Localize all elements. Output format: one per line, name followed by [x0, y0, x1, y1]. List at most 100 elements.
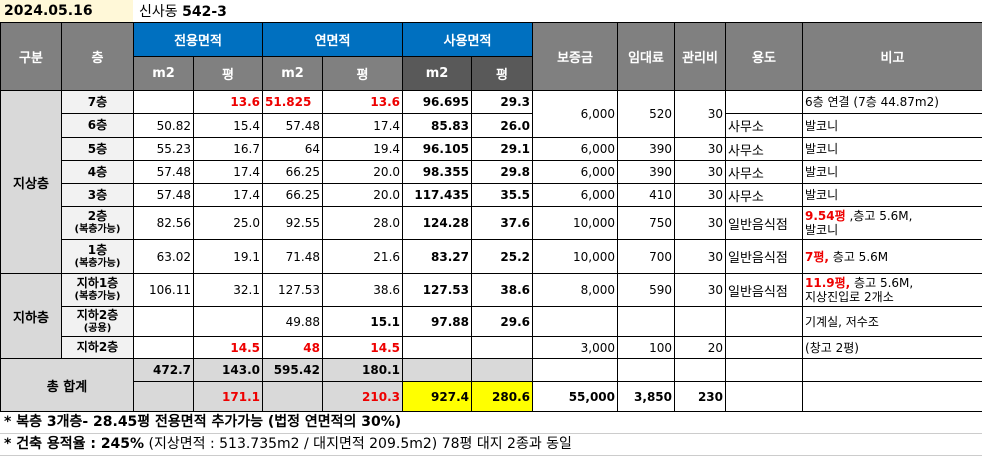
mgmt: 30	[675, 161, 726, 184]
remark-text: 발코니	[805, 119, 838, 133]
total-deposit: 55,000	[533, 382, 618, 412]
footnote-1: * 복층 3개층- 28.45평 전용면적 추가가능 (법정 연면적의 30%)	[0, 412, 982, 434]
ex-py: 32.1	[194, 274, 263, 307]
remark-text: 발코니	[805, 142, 838, 156]
rent: 700	[618, 240, 675, 274]
mgmt: 30	[675, 274, 726, 307]
ex-m2	[134, 91, 194, 114]
floor-name: 5층	[88, 142, 107, 156]
remark: 발코니	[803, 138, 982, 161]
remark: 발코니	[803, 161, 982, 184]
us-m2: 83.27	[403, 240, 472, 274]
gr-m2: 66.25	[263, 184, 323, 207]
use: 사무소	[726, 184, 803, 207]
gr-m2: 127.53	[263, 274, 323, 307]
floor-label: 지하2층	[62, 337, 134, 359]
floor-sub: (복층가능)	[64, 257, 131, 270]
ex-m2	[134, 307, 194, 337]
rent	[618, 307, 675, 337]
floor-label: 3층	[62, 184, 134, 207]
cell	[803, 359, 982, 382]
cell	[803, 382, 982, 412]
remark: 발코니	[803, 114, 982, 138]
total-gr-py-2: 210.3	[323, 382, 403, 412]
total-gr-m2: 595.42	[263, 359, 323, 382]
use	[726, 91, 803, 114]
header-exclusive: 전용면적	[134, 23, 263, 57]
ex-m2	[134, 337, 194, 359]
total-us-m2: 927.4	[403, 382, 472, 412]
us-m2: 96.105	[403, 138, 472, 161]
us-m2: 97.88	[403, 307, 472, 337]
floor-name: 6층	[88, 118, 107, 132]
remark: (창고 2평)	[803, 337, 982, 359]
floor-name: 3층	[88, 188, 107, 202]
remark: 11.9평, 층고 5.6M,지상진입로 2개소	[803, 274, 982, 307]
mgmt: 30	[675, 91, 726, 138]
floor-label: 5층	[62, 138, 134, 161]
remark-text: 층고 5.6M	[829, 250, 888, 264]
ex-m2: 57.48	[134, 184, 194, 207]
gr-py: 15.1	[323, 307, 403, 337]
remark: 7평, 층고 5.6M	[803, 240, 982, 274]
header-pyeong: 평	[323, 57, 403, 91]
us-py: 38.6	[472, 274, 533, 307]
total-mgmt: 230	[675, 382, 726, 412]
cell	[726, 359, 803, 382]
ex-py: 17.4	[194, 161, 263, 184]
floor-name: 지하2층	[77, 340, 118, 354]
gr-m2: 71.48	[263, 240, 323, 274]
use	[726, 337, 803, 359]
cell	[618, 359, 675, 382]
ex-m2: 82.56	[134, 207, 194, 240]
floor-sub: (복층가능)	[64, 223, 131, 236]
us-py: 29.1	[472, 138, 533, 161]
ex-m2: 50.82	[134, 114, 194, 138]
gr-py: 28.0	[323, 207, 403, 240]
rent: 590	[618, 274, 675, 307]
floor-label: 지하2층(공용)	[62, 307, 134, 337]
header-rent: 임대료	[618, 23, 675, 91]
ex-m2: 63.02	[134, 240, 194, 274]
total-ex-py-2: 171.1	[194, 382, 263, 412]
header-m2: m2	[403, 57, 472, 91]
header-deposit: 보증금	[533, 23, 618, 91]
gr-py: 20.0	[323, 184, 403, 207]
floor-label: 4층	[62, 161, 134, 184]
ex-py	[194, 307, 263, 337]
remark-text: ,층고 5.6M,	[846, 209, 913, 223]
use	[726, 307, 803, 337]
gr-m2: 64	[263, 138, 323, 161]
floor-label: 7층	[62, 91, 134, 114]
cell	[675, 359, 726, 382]
remark-text: 6층 연결 (7층 44.87m2)	[805, 95, 939, 109]
header-usable: 사용면적	[403, 23, 533, 57]
us-m2: 98.355	[403, 161, 472, 184]
floor-label: 6층	[62, 114, 134, 138]
remark-text: (창고 2평)	[805, 341, 859, 355]
footnote-2: * 건축 용적율 : 245% (지상면적 : 513.735m2 / 대지면적…	[0, 434, 982, 456]
header-division: 구분	[1, 23, 62, 91]
header-remark: 비고	[803, 23, 982, 91]
rent: 410	[618, 184, 675, 207]
floor-name: 4층	[88, 165, 107, 179]
us-m2: 127.53	[403, 274, 472, 307]
cell	[403, 359, 472, 382]
deposit: 6,000	[533, 184, 618, 207]
ex-py: 19.1	[194, 240, 263, 274]
mgmt: 30	[675, 184, 726, 207]
mgmt	[675, 307, 726, 337]
total-gr-py: 180.1	[323, 359, 403, 382]
deposit: 10,000	[533, 207, 618, 240]
total-ex-py: 143.0	[194, 359, 263, 382]
remark-text-2: 발코니	[805, 223, 838, 237]
deposit: 6,000	[533, 91, 618, 138]
floor-name: 7층	[88, 95, 107, 109]
use: 일반음식점	[726, 274, 803, 307]
ex-m2: 55.23	[134, 138, 194, 161]
